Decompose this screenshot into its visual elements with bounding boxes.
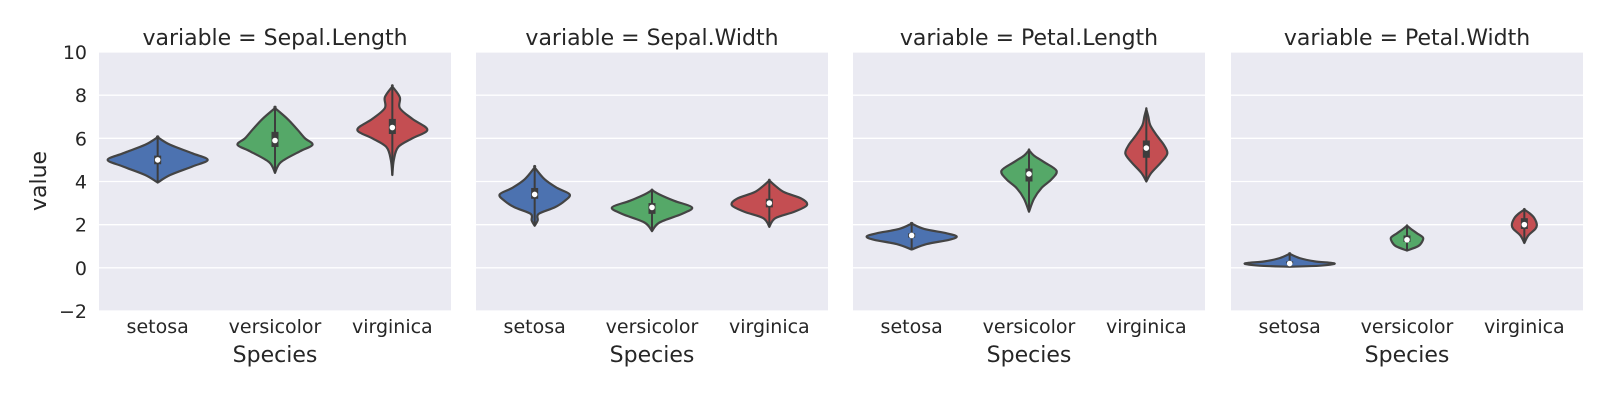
violin-virginica	[1124, 107, 1169, 183]
y-tick-label: 2	[75, 215, 87, 237]
y-tick-label: 10	[63, 42, 87, 64]
violin-virginica	[730, 178, 809, 228]
violin-median	[154, 157, 161, 163]
violin-setosa	[498, 164, 571, 227]
panel-title: variable = Petal.Length	[900, 26, 1158, 51]
violin-median	[766, 200, 773, 206]
y-tick-label: 0	[75, 258, 87, 280]
y-tick-label: 4	[75, 172, 87, 194]
x-tick-label: versicolor	[606, 316, 699, 338]
violin-median	[649, 204, 655, 211]
violin-virginica	[1510, 207, 1538, 245]
y-axis-label: value	[27, 151, 52, 211]
panel-title: variable = Sepal.Width	[525, 26, 778, 51]
panel-title: variable = Petal.Width	[1284, 26, 1530, 51]
x-tick-label: setosa	[127, 316, 189, 338]
x-tick-label: virginica	[1484, 316, 1565, 338]
facet-panel: −2 0 2 4 6 8 10 variable = Sepal.Length setosa ve…	[59, 26, 451, 368]
panel-title: variable = Sepal.Length	[142, 26, 407, 51]
x-axis-label: Species	[1365, 343, 1450, 368]
x-axis-label: Species	[233, 343, 318, 368]
violin-setosa	[1243, 252, 1336, 268]
violin-median	[1521, 221, 1528, 228]
x-tick-label: setosa	[881, 316, 943, 338]
violin-median	[1404, 236, 1410, 243]
violin-versicolor	[1000, 148, 1058, 213]
x-tick-label: versicolor	[983, 316, 1076, 338]
violin-median	[272, 137, 278, 144]
x-tick-label: virginica	[729, 316, 810, 338]
x-tick-label: versicolor	[1361, 316, 1454, 338]
violin-median	[1026, 171, 1032, 177]
violin-median	[908, 232, 915, 239]
x-axis-label: Species	[987, 343, 1072, 368]
facet-panels: −2 0 2 4 6 8 10 variable = Sepal.Length setosa ve…	[59, 26, 1583, 368]
x-tick-label: setosa	[504, 316, 566, 338]
x-tick-label: setosa	[1259, 316, 1321, 338]
x-tick-label: versicolor	[229, 316, 322, 338]
y-tick-label: −2	[59, 301, 87, 323]
x-tick-label: virginica	[352, 316, 433, 338]
y-tick-label: 6	[75, 128, 87, 150]
violin-setosa	[865, 221, 958, 251]
violin-virginica	[356, 84, 429, 177]
violin-median	[1143, 145, 1150, 151]
x-axis-label: Species	[610, 343, 695, 368]
violin-versicolor	[610, 188, 694, 233]
facet-panel: variable = Sepal.Width setosa versicolor vi…	[476, 26, 828, 368]
facet-panel: variable = Petal.Width setosa versicolor vi…	[1231, 26, 1583, 368]
violin-median	[389, 124, 396, 131]
violin-median	[531, 191, 538, 198]
violin-setosa	[106, 135, 209, 184]
x-tick-label: virginica	[1106, 316, 1187, 338]
violin-versicolor	[1389, 224, 1425, 252]
y-tick-label: 8	[75, 85, 87, 107]
violin-median	[1286, 260, 1293, 267]
facet-panel: variable = Petal.Length setosa versicolor v…	[853, 26, 1205, 368]
violin-versicolor	[236, 105, 314, 174]
